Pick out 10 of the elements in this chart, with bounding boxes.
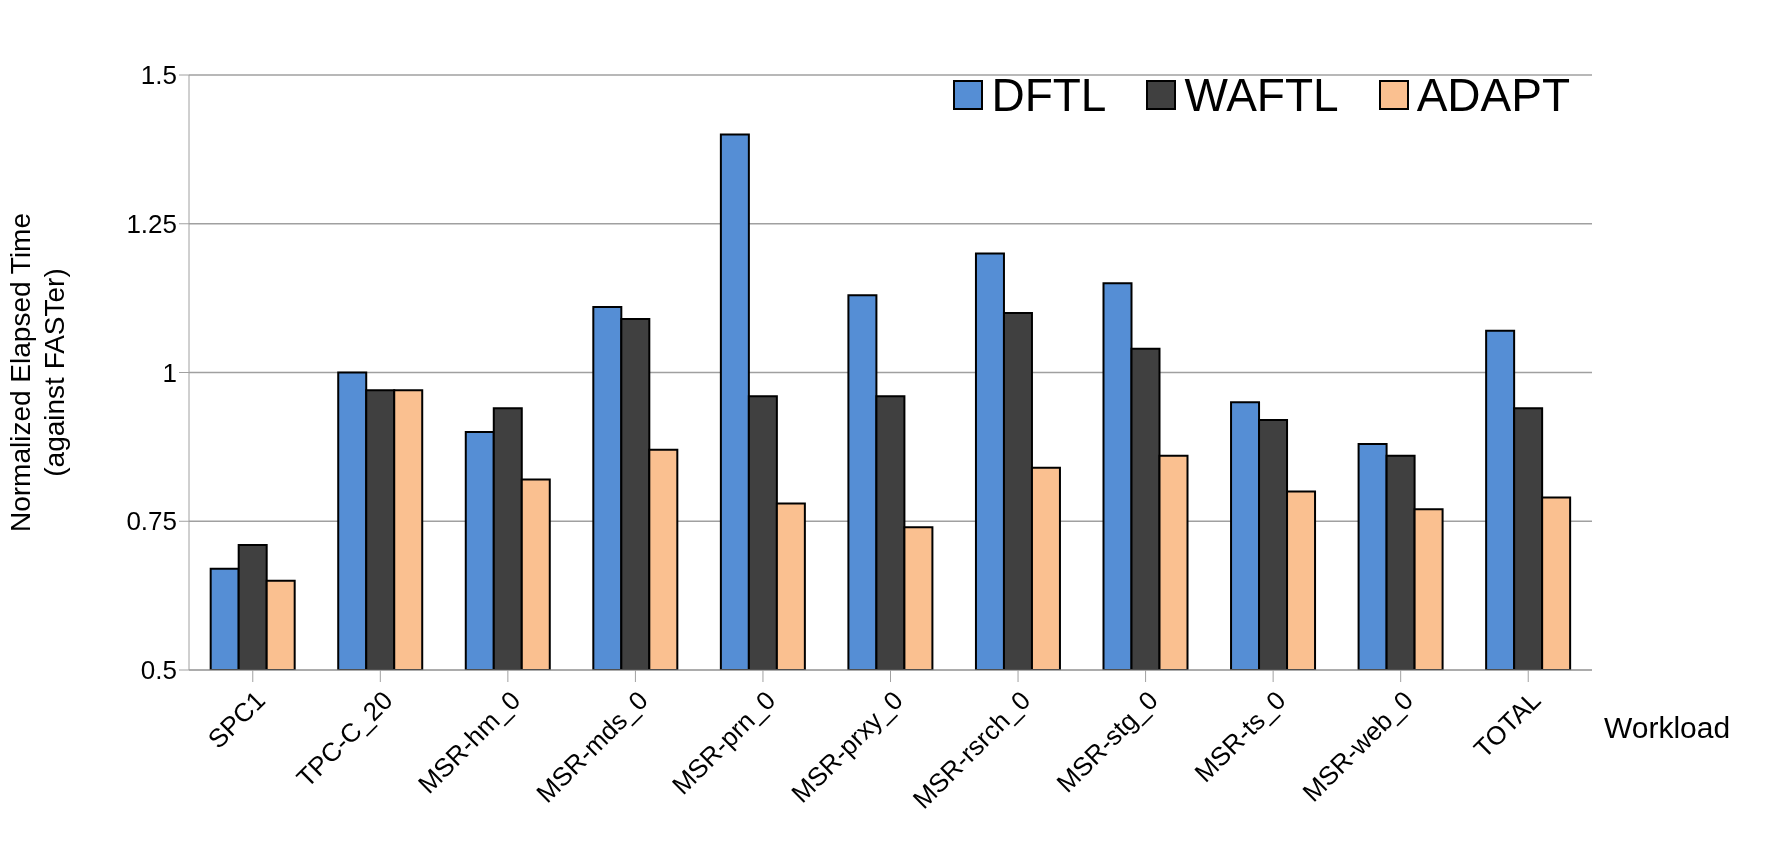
- y-tick-label: 0.75: [126, 506, 177, 537]
- y-tick-label: 1: [162, 357, 177, 388]
- legend-label: ADAPT: [1416, 68, 1570, 122]
- x-axis-title: Workload: [1604, 711, 1731, 744]
- y-tick-label: 1.25: [126, 208, 177, 239]
- y-tick-label: 1.5: [140, 60, 177, 91]
- legend-label: WAFTL: [1184, 68, 1339, 122]
- y-axis-title: Normalized Elapsed Time (against FASTer): [5, 212, 70, 533]
- legend-label: DFTL: [991, 68, 1107, 122]
- y-tick-label: 0.5: [140, 655, 177, 686]
